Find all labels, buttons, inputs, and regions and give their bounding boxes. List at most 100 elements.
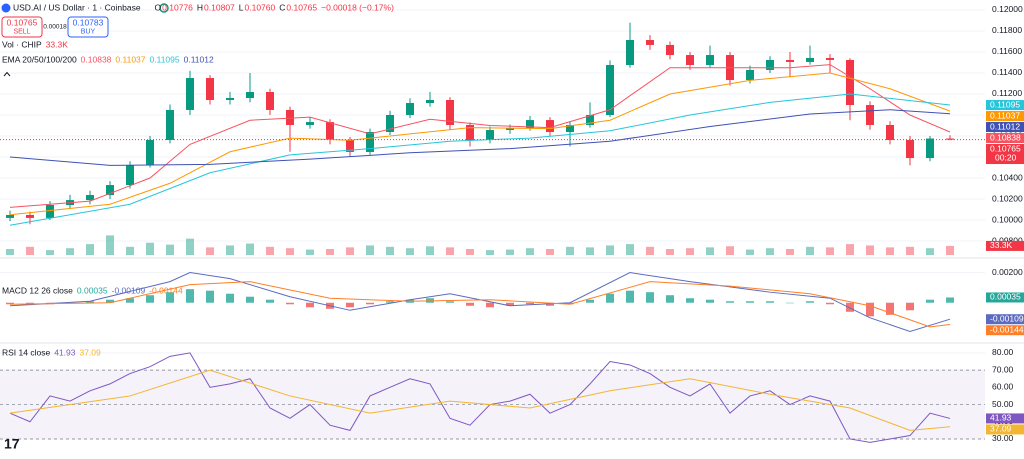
volume-bar <box>426 246 434 255</box>
candle-body <box>386 115 394 133</box>
ohlc-letter: C <box>279 2 285 12</box>
indicator-line <box>9 281 951 328</box>
volume-bar <box>86 244 94 255</box>
macd-histogram <box>266 299 274 303</box>
volume-bar <box>586 247 594 255</box>
macd-histogram <box>866 302 874 317</box>
macd-histogram <box>506 302 514 306</box>
macd-histogram <box>566 302 574 305</box>
y-tick-label: 50.00 <box>992 399 1014 409</box>
candle-body <box>706 55 714 66</box>
candle-body <box>766 59 774 70</box>
macd-histogram <box>146 295 154 303</box>
volume-bar <box>686 248 694 255</box>
candle-body <box>366 132 374 152</box>
y-tick-label: 0.09800 <box>992 235 1023 245</box>
rsi-value: 41.93 <box>54 347 76 357</box>
candle-body <box>906 139 914 159</box>
macd-title: MACD 12 26 close <box>2 285 73 295</box>
volume-bar <box>666 249 674 255</box>
candle-body <box>126 164 134 186</box>
price-tag-label: 0.10765 <box>990 143 1021 153</box>
macd-histogram <box>686 298 694 303</box>
ohlc-letter: H <box>197 2 203 12</box>
y-tick-label: 0.12000 <box>992 4 1023 14</box>
candle-body <box>846 59 854 106</box>
candle-body <box>406 103 414 116</box>
buy-price[interactable]: 0.10783 <box>73 17 104 27</box>
macd-histogram <box>186 289 194 303</box>
rsi-title: RSI 14 close <box>2 347 50 357</box>
indicator-line <box>9 369 951 431</box>
price-axis <box>986 0 1024 459</box>
volume-bar <box>726 246 734 255</box>
candle-body <box>546 120 554 133</box>
volume-bar <box>806 246 814 255</box>
volume-bar <box>886 247 894 255</box>
ohlc-letter: L <box>239 2 244 12</box>
indicator-line <box>9 109 951 166</box>
volume-bar <box>266 246 274 255</box>
ema-value: 0.11095 <box>150 54 180 64</box>
sell-label[interactable]: SELL <box>13 28 30 35</box>
collapse-icon[interactable] <box>3 71 11 77</box>
y-tick-label: 70.00 <box>992 364 1014 374</box>
sell-button[interactable] <box>1 16 43 38</box>
macd-histogram <box>546 302 554 306</box>
volume-title: Vol · CHIP <box>2 39 42 49</box>
volume-bar <box>626 244 634 255</box>
buy-label[interactable]: BUY <box>81 28 96 35</box>
macd-histogram <box>586 299 594 303</box>
candle-body <box>206 78 214 100</box>
candle-body <box>626 40 634 66</box>
ohlc-value: 0.10760 <box>245 2 276 12</box>
price-tag-label: 0.11012 <box>990 121 1020 131</box>
volume-bar <box>926 248 934 255</box>
status-dot[interactable] <box>159 3 169 13</box>
candle-body <box>926 138 934 159</box>
macd-histogram <box>126 298 134 303</box>
candle-body <box>166 109 174 140</box>
volume-bar <box>346 247 354 255</box>
macd-histogram <box>646 292 654 303</box>
price-tag <box>986 413 1024 424</box>
symbol-title: USD.AI / US Dollar · 1 · Coinbase <box>13 2 141 12</box>
macd-histogram <box>706 299 714 303</box>
macd-histogram <box>6 302 14 305</box>
candle-body <box>586 115 594 125</box>
sell-price[interactable]: 0.10765 <box>7 17 38 27</box>
macd-histogram <box>486 302 494 308</box>
volume-bar <box>766 248 774 255</box>
macd-histogram <box>246 296 254 303</box>
volume-bar <box>146 242 154 255</box>
volume-bar <box>906 246 914 255</box>
logo: 17 <box>4 436 20 452</box>
volume-bar <box>206 247 214 255</box>
candle-body <box>746 69 754 81</box>
macd-histogram <box>626 290 634 303</box>
candle-body <box>46 205 54 218</box>
macd-value: -0.00109 <box>112 285 146 295</box>
volume-bar <box>306 249 314 255</box>
macd-histogram <box>386 301 394 303</box>
buy-button[interactable] <box>67 16 109 38</box>
macd-histogram <box>886 302 894 315</box>
ohlc-letter: O <box>155 2 162 12</box>
symbol-icon <box>1 3 11 13</box>
ema-value: 0.11037 <box>115 54 145 64</box>
macd-histogram <box>166 292 174 303</box>
ohlc-value: 0.10765 <box>286 2 317 12</box>
volume-bar <box>326 249 334 255</box>
ema-title: EMA 20/50/100/200 <box>2 54 77 64</box>
volume-bar <box>786 249 794 255</box>
macd-value: 0.00035 <box>77 285 108 295</box>
legend: 0.10765 SELL 0.00018 0.10783 BUY 17 USD.… <box>1 2 394 452</box>
ohlc-value: 0.10807 <box>204 2 235 12</box>
volume-bar <box>126 246 134 255</box>
price-tag-label: -0.00144 <box>990 324 1024 334</box>
macd-histogram <box>466 302 474 306</box>
candle-body <box>866 105 874 125</box>
y-tick-label: 0.10000 <box>992 214 1023 224</box>
price-tag-label: 37.09 <box>990 424 1012 434</box>
